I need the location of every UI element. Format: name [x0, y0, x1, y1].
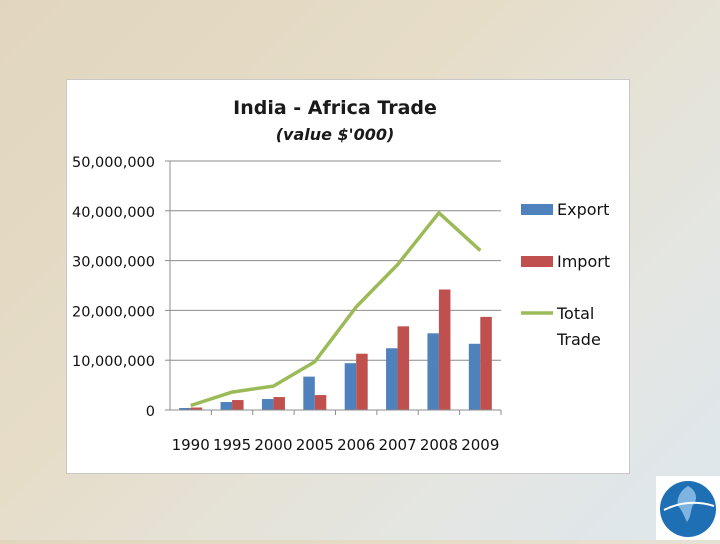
legend-label-export: Export	[557, 200, 609, 219]
bar-export-2006	[344, 363, 357, 410]
y-tick-label: 0	[146, 404, 155, 420]
x-axis-ticks: 1990 1995 2000 2005 2006 2007 2008 2009	[172, 410, 502, 454]
x-tick-label: 2006	[337, 436, 375, 454]
axes	[169, 161, 501, 411]
grid-lines	[170, 160, 501, 361]
bar-export-1990	[179, 408, 191, 410]
bar-import-2007	[397, 326, 410, 410]
x-tick-label: 2008	[420, 436, 458, 454]
bar-import-1990	[190, 407, 203, 410]
bar-export-2008	[427, 333, 439, 410]
legend: Export Import Total Trade	[521, 200, 610, 349]
bar-export-2007	[386, 348, 398, 410]
bars	[179, 289, 492, 410]
legend-label-import: Import	[557, 252, 610, 271]
comesa-logo	[656, 476, 720, 540]
legend-swatch-export	[521, 204, 553, 215]
chart: India - Africa Trade (value $'000) 0 10,0…	[72, 97, 610, 454]
bar-export-1995	[220, 402, 233, 410]
chart-title: India - Africa Trade	[233, 97, 437, 119]
x-tick-label: 1995	[213, 436, 251, 454]
bar-import-1995	[232, 400, 244, 410]
legend-label-total-trade: Total	[556, 304, 594, 323]
bar-export-2000	[261, 399, 274, 410]
bar-export-2005	[303, 376, 315, 410]
y-tick-label: 40,000,000	[72, 205, 155, 221]
legend-swatch-import	[521, 256, 553, 267]
legend-label-total-trade: Trade	[556, 330, 601, 349]
bar-import-2005	[314, 395, 327, 410]
x-tick-label: 2005	[296, 436, 334, 454]
bar-export-2009	[468, 343, 481, 410]
x-tick-label: 2000	[254, 436, 292, 454]
y-tick-label: 50,000,000	[72, 155, 155, 171]
total-trade-line-layer	[190, 211, 482, 408]
x-tick-label: 2007	[378, 436, 416, 454]
chart-subtitle: (value $'000)	[276, 125, 395, 144]
y-tick-label: 10,000,000	[72, 354, 155, 370]
bar-import-2009	[480, 316, 492, 410]
total-trade-line	[190, 211, 482, 408]
x-tick-label: 2009	[461, 436, 499, 454]
bar-import-2000	[273, 397, 285, 410]
bar-import-2008	[438, 289, 451, 410]
y-axis-ticks: 0 10,000,000 20,000,000 30,000,000 40,000,00…	[72, 155, 170, 420]
x-tick-label: 1990	[172, 436, 210, 454]
bar-import-2006	[356, 353, 368, 410]
chart-frame: India - Africa Trade (value $'000) 0 10,0…	[66, 79, 630, 474]
y-tick-label: 30,000,000	[72, 255, 155, 271]
y-tick-label: 20,000,000	[72, 304, 155, 320]
